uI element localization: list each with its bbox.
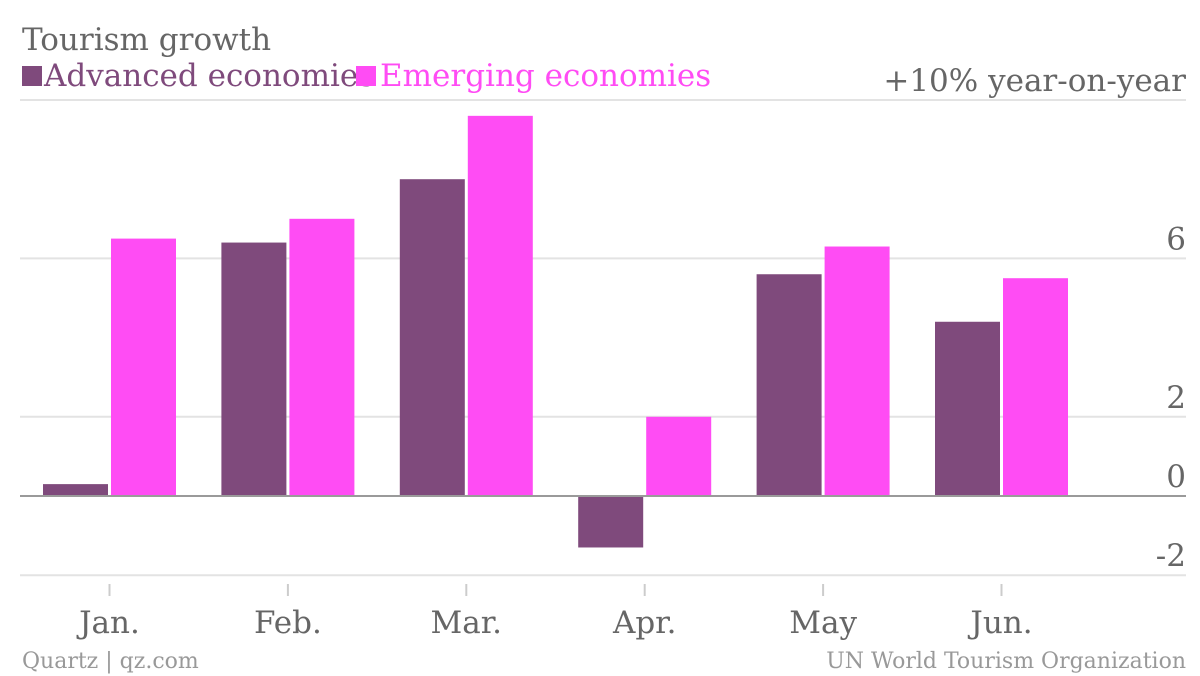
x-axis-ticks: Jan. Feb. Mar. Apr. May Jun. bbox=[76, 584, 1033, 641]
bar-advanced-apr bbox=[578, 496, 644, 548]
y-tick-label: 6 bbox=[1166, 221, 1186, 257]
x-tick-label: May bbox=[789, 605, 857, 641]
legend: Advanced economies Emerging economies bbox=[22, 58, 711, 94]
bars bbox=[43, 115, 1068, 548]
bar-emerging-jun bbox=[1003, 278, 1068, 496]
bar-advanced-jun bbox=[935, 321, 1000, 496]
bar-advanced-mar bbox=[399, 179, 465, 496]
x-tick-label: Feb. bbox=[254, 605, 322, 641]
x-tick-label: Apr. bbox=[612, 605, 677, 641]
source-left: Quartz | qz.com bbox=[22, 649, 199, 674]
x-tick-label: Mar. bbox=[431, 605, 503, 641]
bar-emerging-jan bbox=[111, 238, 176, 496]
bar-emerging-feb bbox=[289, 218, 355, 497]
y-tick-label: +10% year-on-year bbox=[883, 63, 1186, 99]
bar-advanced-may bbox=[756, 274, 822, 496]
legend-swatch-advanced bbox=[22, 66, 42, 86]
y-tick-label: -2 bbox=[1156, 538, 1186, 574]
chart-title: Tourism growth bbox=[22, 22, 271, 58]
y-axis-ticks: +10% year-on-year 6 2 0 -2 bbox=[883, 63, 1186, 574]
y-tick-label: 2 bbox=[1166, 380, 1186, 416]
bar-emerging-mar bbox=[467, 115, 533, 496]
y-tick-label: 0 bbox=[1166, 459, 1186, 495]
legend-label-emerging: Emerging economies bbox=[380, 58, 711, 94]
bar-emerging-apr bbox=[646, 416, 712, 496]
bar-advanced-feb bbox=[221, 242, 287, 496]
legend-swatch-emerging bbox=[356, 66, 376, 86]
source-right: UN World Tourism Organization bbox=[826, 649, 1186, 674]
bar-advanced-jan bbox=[43, 484, 108, 496]
x-tick-label: Jan. bbox=[76, 605, 140, 641]
bar-emerging-may bbox=[824, 246, 890, 496]
legend-label-advanced: Advanced economies bbox=[43, 58, 374, 94]
gridlines bbox=[20, 99, 1186, 577]
x-tick-label: Jun. bbox=[967, 605, 1032, 641]
